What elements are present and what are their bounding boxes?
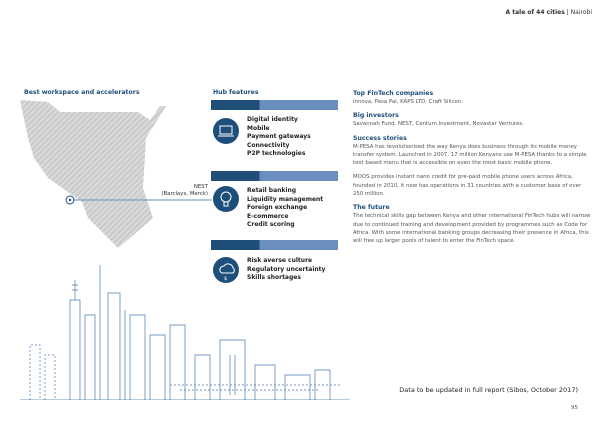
- city-skyline: [20, 265, 350, 400]
- top-fintech-body: Innova, Pesa Pal, KAPS LTD, Craft Silico…: [353, 99, 463, 105]
- page-header: A tale of 44 cities | Nairobi: [505, 9, 592, 16]
- list-item: Credit scoring: [247, 221, 295, 229]
- list-item: Foreign exchange: [247, 204, 308, 212]
- list-item: Skills shortages: [247, 274, 301, 282]
- footer-note: Data to be updated in full report (Sibos…: [399, 386, 578, 394]
- list-item: Payment gateways: [247, 133, 311, 141]
- innovation-areas-label: Innovation areas: [215, 183, 258, 188]
- list-item: Digital identity: [247, 116, 298, 123]
- success-stories-body: M-PESA has revolutionised the way Kenya …: [353, 143, 587, 167]
- challenges-bar: Challenges: [211, 240, 338, 257]
- future-title: The future: [353, 204, 390, 212]
- technologies-bar: Technologies: [211, 100, 338, 117]
- page-number: 95: [571, 405, 578, 411]
- list-item: Liquidity management: [247, 195, 324, 203]
- innovation-areas-bar: Innovation areas: [211, 171, 338, 188]
- challenges-label: Challenges: [215, 252, 243, 257]
- future-body: The technical skills gap between Kenya a…: [353, 213, 591, 245]
- laptop-icon: [213, 118, 239, 144]
- kenya-map: [20, 100, 212, 248]
- top-fintech-title: Top FinTech companies: [353, 90, 434, 97]
- city-name: Nairobi: [570, 9, 592, 16]
- marker-name: NEST: [193, 184, 208, 190]
- left-section-title: Best workspace and accelerators: [24, 89, 140, 96]
- innovation-list: Retail banking Liquidity management Foreig…: [247, 187, 323, 230]
- list-item: E-commerce: [247, 212, 289, 220]
- lightbulb-icon: [213, 186, 239, 212]
- list-item: Retail banking: [247, 187, 297, 194]
- marker-sub: (Barclays, Merck): [161, 191, 208, 197]
- hub-features-title: Hub features: [213, 89, 259, 96]
- list-item: P2P technologies: [247, 150, 306, 158]
- list-item: Mobile: [247, 124, 270, 132]
- list-item: Risk averse culture: [247, 257, 313, 264]
- technologies-label: Technologies: [215, 112, 248, 117]
- report-title: A tale of 44 cities: [505, 9, 565, 16]
- separator: |: [566, 9, 569, 16]
- big-investors-body: Savannah Fund, NEST, Centum Investment, …: [353, 121, 524, 128]
- cloud-money-icon: $: [213, 257, 239, 283]
- list-item: Regulatory uncertainty: [247, 265, 326, 273]
- technologies-list: Digital identity Mobile Payment gateways Co…: [247, 116, 311, 159]
- challenges-list: Risk averse culture Regulatory uncertaint…: [247, 257, 325, 283]
- success-stories-title: Success stories: [353, 134, 407, 142]
- success-stories-body-2: MOOS provides instant nano credit for pr…: [353, 174, 582, 198]
- big-investors-title: Big investors: [353, 112, 399, 120]
- svg-text:$: $: [224, 276, 227, 282]
- list-item: Connectivity: [247, 141, 290, 149]
- right-column: Top FinTech companies Innova, Pesa Pal, K…: [353, 90, 591, 252]
- nest-label: NEST (Barclays, Merck): [161, 184, 208, 198]
